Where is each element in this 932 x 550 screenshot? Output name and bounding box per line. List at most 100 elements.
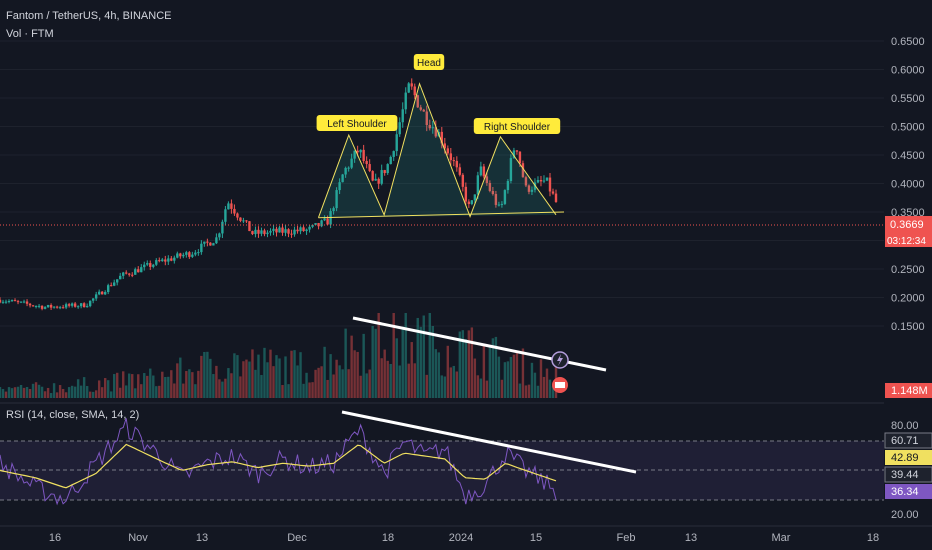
candle-body [539, 179, 543, 182]
candle-body [161, 259, 164, 262]
symbol-title[interactable]: Fantom / TetherUS, 4h, BINANCE [6, 10, 171, 22]
candle-body [239, 217, 242, 221]
volume-bar [407, 363, 410, 398]
volume-bar [398, 365, 401, 398]
price-candles [0, 78, 558, 311]
volume-bar [215, 365, 218, 398]
candle-body [203, 241, 206, 244]
candle-body [254, 229, 257, 235]
candle-body [40, 305, 44, 309]
volume-bar [281, 385, 284, 398]
volume-bar [353, 350, 356, 398]
price-axis-tick: 0.6500 [891, 36, 925, 48]
volume-bar [296, 365, 299, 398]
lightning-icon-glyph [557, 354, 563, 366]
candle-body [551, 191, 555, 194]
volume-bar [416, 317, 419, 398]
volume-bar [542, 376, 546, 398]
candle-body [134, 269, 137, 275]
volume-bar [40, 386, 44, 398]
candle-body [419, 107, 422, 110]
candle-body [473, 194, 477, 201]
volume-bar [254, 369, 257, 398]
candle-body [296, 229, 299, 232]
volume-bar [185, 371, 188, 398]
volume-bar [458, 331, 462, 398]
candle-body [482, 166, 486, 177]
price-badge [885, 216, 932, 233]
time-axis-tick: 18 [867, 532, 879, 544]
rsi-value-badge-value: 36.34 [891, 486, 919, 498]
candle-body [386, 164, 389, 174]
volume-bar [25, 386, 29, 398]
neckline[interactable] [318, 211, 565, 219]
volume-bar [305, 372, 308, 398]
volume-bar [43, 391, 47, 398]
volume-bar [314, 369, 317, 398]
candle-body [497, 204, 501, 206]
volume-bar [7, 387, 11, 398]
volume-bar [164, 377, 167, 398]
candle-body [257, 229, 260, 234]
time-axis-tick: 13 [685, 532, 697, 544]
candle-body [0, 299, 2, 303]
candle-body [70, 303, 74, 306]
volume-bar [134, 388, 137, 398]
volume-bar [0, 387, 2, 398]
volume-bar [110, 391, 113, 398]
left-shoulder-label-box[interactable] [316, 115, 398, 131]
volume-bar [197, 370, 200, 398]
candle-body [10, 300, 14, 302]
volume-bar [464, 339, 468, 398]
price-axis-tick: 0.4500 [891, 150, 925, 162]
volume-bar [227, 368, 230, 398]
price-badge-value: 0.3669 [890, 219, 924, 231]
time-axis-tick: Mar [772, 532, 791, 544]
volume-bar [449, 367, 453, 398]
volume-bar [440, 375, 443, 398]
right-shoulder-label-box[interactable] [473, 118, 561, 134]
volume-bar [1, 389, 5, 398]
candle-body [311, 224, 314, 227]
candle-body [143, 264, 146, 268]
candle-body [518, 151, 522, 164]
candle-body [146, 263, 149, 265]
volume-bar [100, 387, 104, 398]
volume-bar [383, 349, 386, 398]
head-shoulders-pattern[interactable]: Left Shoulder Head Right Shoulder [316, 54, 565, 219]
volume-bar [152, 375, 155, 398]
volume-bar [545, 368, 549, 398]
volume-bar [551, 386, 555, 398]
volume-bar [389, 364, 392, 398]
rsi-trendline[interactable] [341, 410, 637, 474]
candle-body [401, 109, 404, 123]
volume-bar [329, 354, 332, 398]
time-axis[interactable] [0, 526, 932, 550]
time-axis-tick: Feb [617, 532, 636, 544]
time-axis-tick: Dec [287, 532, 307, 544]
volume-bar [125, 385, 128, 398]
volume-bar [269, 349, 272, 398]
candle-body [248, 221, 251, 232]
volume-bar [236, 355, 239, 398]
volume-bar [341, 369, 344, 398]
candle-body [350, 158, 353, 168]
candle-body [209, 242, 212, 246]
head-label-box[interactable] [413, 54, 445, 70]
candle-body [512, 150, 516, 159]
rsi-legend[interactable]: RSI (14, close, SMA, 14, 2) [6, 409, 139, 421]
volume-bar [179, 357, 182, 398]
volume-bar [470, 327, 474, 398]
rsi-value-badge [885, 484, 932, 499]
volume-bar [218, 379, 221, 398]
volume-bar [146, 375, 149, 398]
volume-bar [362, 333, 365, 398]
candle-body [61, 307, 65, 309]
candle-body [323, 218, 326, 221]
volume-bar [392, 313, 395, 398]
volume-legend[interactable]: Vol · FTM [6, 28, 54, 40]
pattern-outline[interactable] [317, 82, 557, 218]
candle-body [170, 258, 173, 261]
candle-body [548, 177, 552, 192]
